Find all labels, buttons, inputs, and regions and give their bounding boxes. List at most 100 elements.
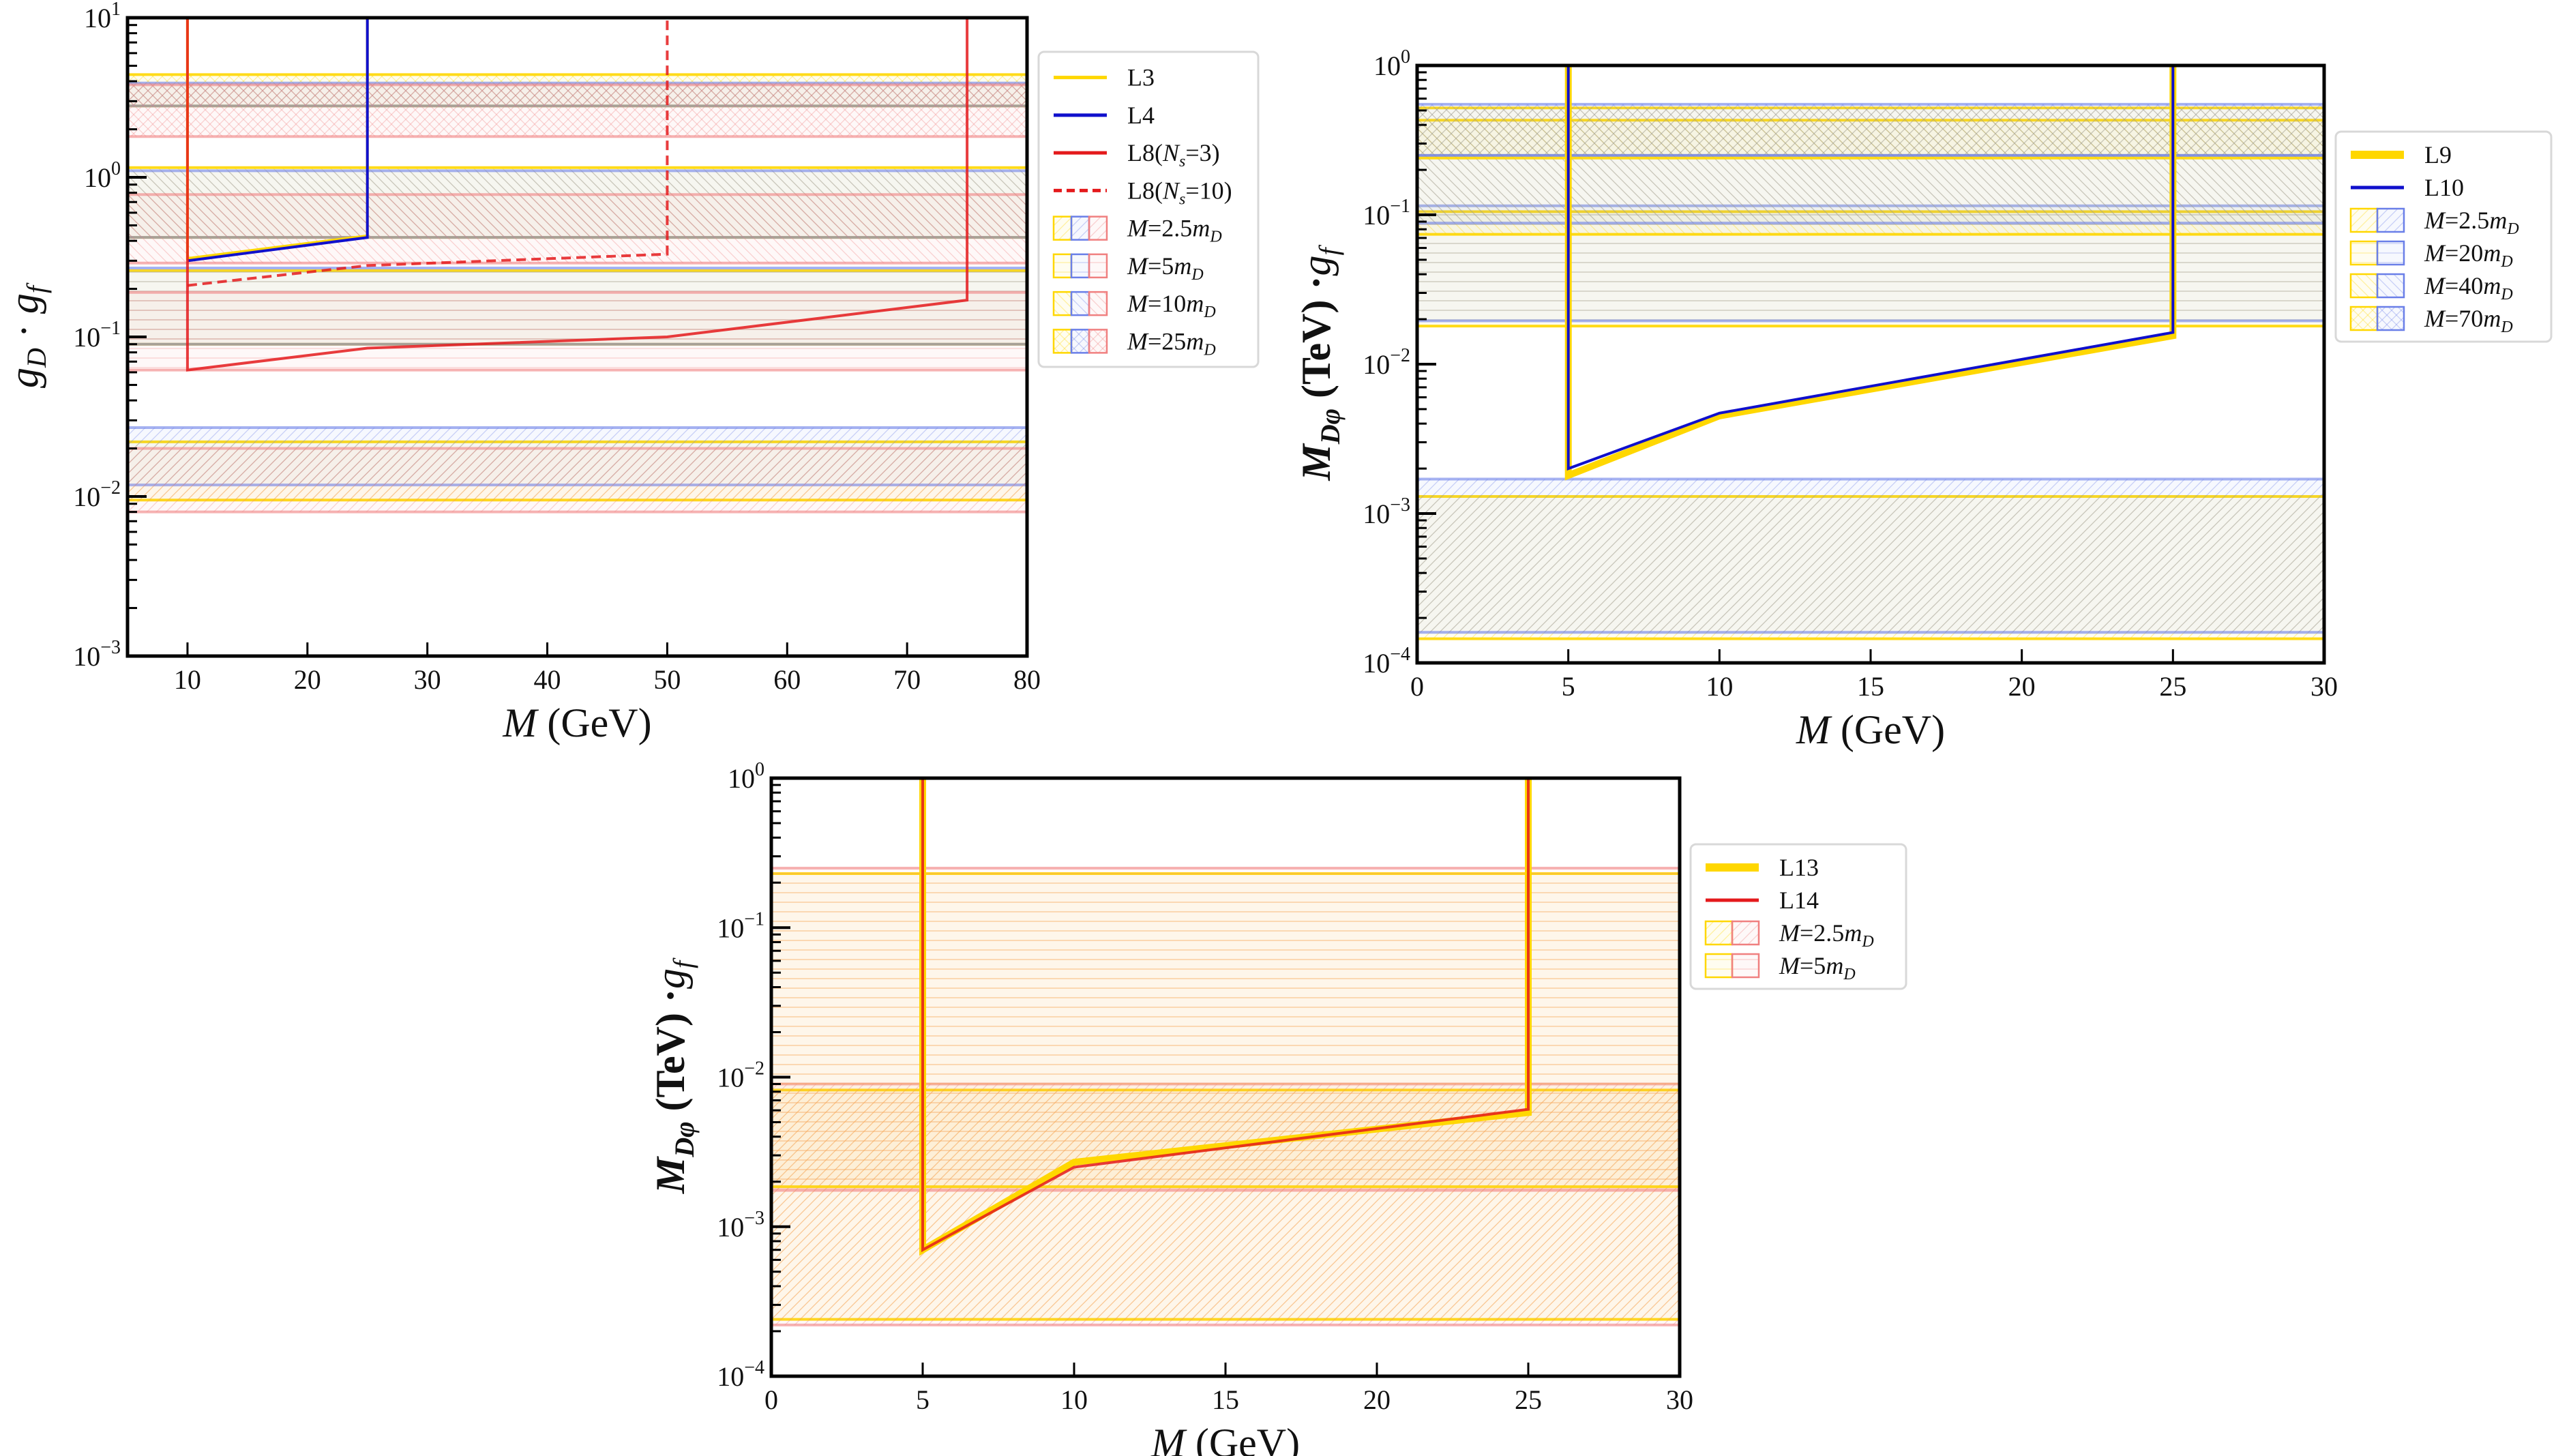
legend-label: L9 — [2424, 141, 2452, 168]
x-tick-label: 20 — [2008, 671, 2036, 702]
y-tick-label: 10−2 — [73, 477, 121, 512]
legend-label: M=2.5mD — [1779, 919, 1874, 951]
legend-label: L8(Ns=10) — [1127, 177, 1232, 208]
band-horizontal-2 — [128, 292, 1027, 370]
y-tick-label: 100 — [84, 158, 121, 193]
series-l4 — [187, 18, 369, 263]
legend-entry: M=25mD — [1052, 327, 1216, 359]
legend-hatch-swatch — [2349, 240, 2379, 266]
legend-label: M=40mD — [2424, 272, 2513, 303]
legend-label: L4 — [1127, 102, 1155, 129]
legend-label: L3 — [1127, 64, 1155, 91]
legend-label: M=25mD — [1127, 327, 1216, 359]
band-diag-up-2 — [128, 448, 1027, 512]
y-tick-label: 10−2 — [1363, 345, 1410, 380]
legend-entry: M=20mD — [2349, 239, 2513, 271]
legend-hatch-swatch — [1052, 291, 1073, 316]
legend-box — [1689, 843, 1907, 990]
x-tick-label: 40 — [534, 664, 561, 695]
x-tick-label: 5 — [1562, 671, 1575, 702]
x-tick-label: 30 — [1666, 1384, 1693, 1415]
y-tick-label: 10−3 — [717, 1208, 764, 1243]
x-tick-label: 25 — [2159, 671, 2186, 702]
legend-label: M=5mD — [1779, 952, 1856, 983]
y-tick-label: 10−1 — [1363, 196, 1410, 231]
legend-hatch-swatch — [2349, 207, 2379, 233]
legend-hatch-swatch — [2376, 273, 2405, 299]
x-tick-label: 20 — [1363, 1384, 1391, 1415]
series-l8-n-s-3- — [185, 18, 969, 372]
legend-hatch-swatch — [2349, 273, 2379, 299]
legend-hatch-swatch — [1052, 253, 1073, 279]
legend-hatch-swatch — [1088, 329, 1108, 354]
panel-bottom: 0 5 10 15 20 25 30 100 10−1 10−2 10−3 10−4 M (GeV) MD… — [648, 759, 1907, 1456]
x-axis-title: M (GeV) — [1150, 1421, 1300, 1456]
legend-hatch-swatch — [1052, 329, 1073, 354]
series-l8-n-s-10- — [187, 18, 669, 287]
legend-entry: L9 — [2351, 141, 2452, 168]
band-diag-down-1 — [1417, 155, 2324, 224]
x-tick-label: 25 — [1515, 1384, 1542, 1415]
x-axis-title: M (GeV) — [1796, 707, 1945, 752]
series-l10 — [1566, 65, 2175, 471]
band-cross-1 — [1417, 104, 2324, 155]
legend-hatch-swatch — [2349, 306, 2379, 331]
y-tick-label: 101 — [84, 0, 121, 33]
legend-hatch-swatch — [1052, 216, 1073, 241]
legend-hatch-swatch — [1704, 920, 1734, 946]
x-tick-label: 15 — [1212, 1384, 1239, 1415]
x-tick-label: 5 — [916, 1384, 930, 1415]
band-diag-down-2 — [128, 194, 1027, 263]
y-tick-label: 10−3 — [1363, 494, 1410, 529]
y-tick-label: 10−4 — [1363, 644, 1410, 679]
y-tick-label: 10−1 — [73, 318, 121, 353]
y-tick-label: 10−1 — [717, 908, 764, 943]
y-axis-title: MDφ (TeV) ·gf — [1294, 245, 1346, 481]
legend-entry: L3 — [1054, 64, 1155, 91]
band-diag-up-1 — [1417, 479, 2324, 633]
x-tick-label: 60 — [773, 664, 801, 695]
legend-entry: M=5mD — [1704, 952, 1856, 983]
x-axis-title: M (GeV) — [502, 700, 651, 745]
legend-hatch-swatch — [2376, 207, 2405, 233]
y-tick-label: 10−2 — [717, 1058, 764, 1093]
series-l14 — [921, 778, 1530, 1253]
legend-entry: L8(Ns=3) — [1054, 139, 1220, 170]
x-tick-label: 15 — [1857, 671, 1884, 702]
legend-label: M=2.5mD — [1127, 215, 1222, 246]
plot-area — [1417, 65, 2324, 640]
x-tick-label: 10 — [1060, 1384, 1088, 1415]
x-tick-label: 10 — [174, 664, 201, 695]
x-tick-label: 80 — [1013, 664, 1041, 695]
legend-hatch-swatch — [1070, 216, 1090, 241]
legend-hatch-swatch — [2376, 240, 2405, 266]
legend-label: M=2.5mD — [2424, 207, 2519, 238]
legend-label: L13 — [1779, 854, 1819, 881]
y-axis-title: MDφ (TeV) ·gf — [648, 957, 700, 1194]
plot-area — [771, 778, 1680, 1326]
panel-top-right: 0 5 10 15 20 25 30 100 10−1 10−2 10−3 10−4 M (GeV) MD… — [1294, 46, 2553, 752]
legend-hatch-swatch — [1731, 953, 1760, 979]
legend-hatch-swatch — [1070, 291, 1090, 316]
legend-hatch-swatch — [1070, 253, 1090, 279]
x-tick-label: 10 — [1706, 671, 1733, 702]
legend-hatch-swatch — [1731, 920, 1760, 946]
legend-hatch-swatch — [1088, 253, 1108, 279]
y-tick-label: 10−4 — [717, 1357, 764, 1392]
legend-entry: L10 — [2351, 174, 2464, 201]
legend: L3 L4 L8(Ns=3) L8(Ns=10) M=2.5mD M=5mD M=10mD M… — [1037, 50, 1260, 368]
x-tick-label: 30 — [414, 664, 441, 695]
legend-hatch-swatch — [1704, 953, 1734, 979]
legend-entry: L13 — [1706, 854, 1819, 881]
y-axis-title: gD · gf — [1, 282, 52, 388]
legend-hatch-swatch — [1088, 216, 1108, 241]
legend-label: L8(Ns=3) — [1127, 139, 1220, 170]
band-horizontal-1 — [771, 868, 1680, 1191]
legend-label: M=70mD — [2424, 305, 2513, 336]
legend-entry: L8(Ns=10) — [1054, 177, 1232, 208]
y-tick-label: 100 — [1373, 46, 1410, 81]
legend-entry: M=2.5mD — [1052, 215, 1222, 246]
